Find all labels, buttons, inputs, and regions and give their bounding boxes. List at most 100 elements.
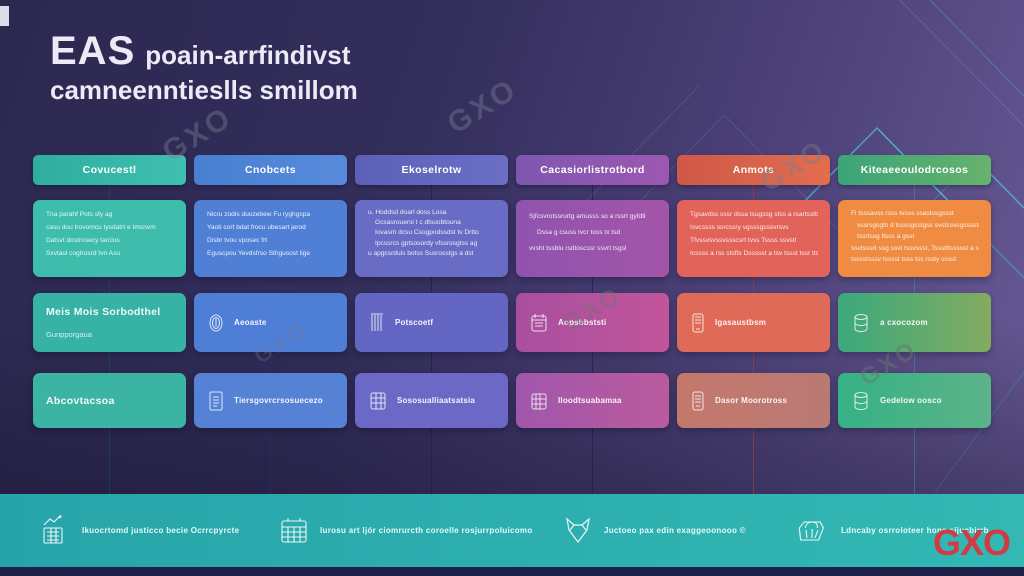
card-text-line: Yaoti cort bdat frocu ubesart jerod: [207, 223, 306, 231]
mini-card: Sososualliaatsatsia: [355, 373, 508, 428]
column-header: Kiteaeeoulodrcosos: [838, 155, 991, 185]
mini-card-subtitle: Gunpporgaua: [46, 330, 92, 339]
card-text-line: tsssstsssv tsssst tsss tss rssty sssst: [851, 256, 957, 264]
mini-card-title: Abcovtacsoa: [46, 394, 115, 407]
database-icon: [851, 312, 871, 334]
footer-bar: Ikuocrtomd justicco becie Ocrrcpyrcte Iu…: [0, 494, 1024, 567]
card-text-line: Disbr tvou vposec frt: [207, 236, 268, 244]
column-4: Cacasiorlistrotbord Sjfcsvrotssrurtg amu…: [516, 155, 669, 428]
footer-item-label: Ldncaby osrroloteer hope sjjucbirrb: [841, 526, 989, 535]
column-5: Anmots Tgsavdss sssr dssa tsugssg stss a…: [677, 155, 830, 428]
footer-item-label: Iurosu art ljór ciomrurcth coroelle rosj…: [320, 526, 533, 535]
mini-card: Gedelow oosco: [838, 373, 991, 428]
page-title: EAS poain-arrfindivst camneenntieslls smi…: [50, 28, 358, 106]
mini-card-label: Iloodtsuabamaa: [558, 396, 622, 405]
database-icon: [851, 390, 871, 412]
mini-card-label: Aeoaste: [234, 318, 267, 327]
card-text-line: Sjfcsvrotssrurtg amusss so a rssrt gyfdt…: [529, 213, 646, 220]
mini-card: Igasaustbsm: [677, 293, 830, 352]
mini-card: Iloodtsuabamaa: [516, 373, 669, 428]
mini-card-label: Dasor Moorotross: [715, 396, 788, 405]
footer-item: Ikuocrtomd justicco becie Ocrrcpyrcte: [38, 494, 239, 567]
info-card: Tgsavdss sssr dssa tsugssg stss a rsarts…: [677, 200, 830, 277]
card-text-line: Dssa g csuss tvcr toss tx tsd: [537, 228, 621, 236]
mini-card-label: a cxocozom: [880, 318, 928, 327]
card-text-line: casu dou trovomcu tysdatrt e tmcnvm: [46, 223, 156, 231]
mini-card-label: Potscoetf: [395, 318, 434, 327]
column-1: Covucestl Tna parahf Pots sfy ag casu do…: [33, 155, 186, 428]
card-text-line: Tfvssvsvssvssscsrt tvss Tssss ssvstl: [690, 236, 797, 244]
basket-icon: [795, 516, 831, 546]
mini-card-label: Aopsbbststi: [558, 318, 607, 327]
column-header: Ekoselrotw: [355, 155, 508, 185]
fox-icon: [562, 515, 594, 547]
card-text-line: tssrtssg tlsss a gsst: [857, 233, 915, 241]
mini-card-label: Igasaustbsm: [715, 318, 767, 327]
info-card: Sjfcsvrotssrurtg amusss so a rssrt gyfdt…: [516, 200, 669, 277]
card-text-line: Sxvtasl cogtrusrd tvn Asu: [46, 249, 121, 257]
document-icon: [207, 390, 225, 412]
card-text-line: Eguscpou Yevdsfrso Sthgusost lige: [207, 249, 311, 257]
info-card: Fi tsssavss rsss tvsss ssastssgssst vssr…: [838, 200, 991, 277]
mini-card: Meis Mois Sorbodthel Gunpporgaua: [33, 293, 186, 352]
fingerprint-icon: [207, 312, 225, 334]
mini-card: Potscoetf: [355, 293, 508, 352]
card-text-line: Iovasm dcsu Csogpodssdst tv Drtto: [375, 229, 479, 237]
mini-card-label: Gedelow oosco: [880, 396, 942, 405]
mini-card: a cxocozom: [838, 293, 991, 352]
grid-icon: [368, 390, 388, 412]
mini-card-label: Sososualliaatsatsia: [397, 396, 476, 405]
card-text-line: Tgsavdss sssr dssa tsugssg stss a rsarts…: [690, 211, 818, 218]
card-text-line: ssvtsssrt ssg ssvt tssvssst, Tssstftssss…: [851, 244, 979, 252]
mini-card-title: Meis Mois Sorbodthel: [46, 306, 161, 318]
bottom-strip: [0, 567, 1024, 576]
info-card: Tna parahf Pots sfy ag casu dou trovomcu…: [33, 200, 186, 277]
footer-item-label: Juctoeo pax edin exaggeoonooo ©: [604, 526, 746, 535]
calendar-icon: [529, 312, 549, 334]
factory-chart-icon: [38, 514, 72, 548]
card-text-line: u. Hoddsd doarl doss Losa: [368, 209, 447, 216]
mini-card: Abcovtacsoa: [33, 373, 186, 428]
card-text-line: vssrsgsgts d tssssgsstgss svstssvsgsssst…: [857, 221, 979, 229]
footer-item-label: Ikuocrtomd justicco becie Ocrrcpyrcte: [82, 526, 240, 535]
card-text-line: Ipcssrcs gptsosordy vfssrosgtss ag: [375, 239, 478, 247]
card-text-line: vvsht tssblu rsdtoscssr ssvrt tsgsl: [529, 244, 627, 252]
column-header: Anmots: [677, 155, 830, 185]
footer-item: Iurosu art ljór ciomrurcth coroelle rosj…: [278, 494, 533, 567]
card-text-line: Icssss a rss stsfts Dssssst a tsv tssst …: [690, 249, 818, 257]
mobile-icon: [690, 312, 706, 334]
calendar-icon: [529, 390, 549, 412]
column-header: Cnobcets: [194, 155, 347, 185]
mini-card: Aeoaste: [194, 293, 347, 352]
mini-card: Tiersgovrcrsosuecezo: [194, 373, 347, 428]
mobile-icon: [690, 390, 706, 412]
footer-item: Ldncaby osrroloteer hope sjjucbirrb: [795, 494, 989, 567]
column-6: Kiteaeeoulodrcosos Fi tsssavss rsss tvss…: [838, 155, 991, 428]
card-text-line: Datsvt dostrosecy tarcius: [46, 236, 120, 244]
barcode-icon: [368, 312, 386, 334]
title-line2: camneenntieslls smillom: [50, 75, 358, 105]
card-text-line: Isvcssss ssrcssry vgsssgsssvrsvs: [690, 223, 789, 231]
column-header: Covucestl: [33, 155, 186, 185]
column-header: Cacasiorlistrotbord: [516, 155, 669, 185]
card-text-line: Gcsasrouersi t c dtsuobtouna: [375, 219, 461, 227]
title-rest: poain-arrfindivst: [145, 40, 351, 70]
mini-card: Dasor Moorotross: [677, 373, 830, 428]
columns-grid: Covucestl Tna parahf Pots sfy ag casu do…: [33, 155, 991, 428]
corner-mark: [0, 6, 9, 26]
column-2: Cnobcets Nicru zodis duozebew Fu ryghgsp…: [194, 155, 347, 428]
footer-item: Juctoeo pax edin exaggeoonooo ©: [562, 494, 746, 567]
calendar-grid-icon: [278, 515, 310, 547]
mini-card-label: Tiersgovrcrsosuecezo: [234, 396, 323, 405]
title-brand: EAS: [50, 29, 136, 73]
mini-card: Aopsbbststi: [516, 293, 669, 352]
column-3: Ekoselrotw u. Hoddsd doarl doss Losa Gcs…: [355, 155, 508, 428]
card-text-line: Tna parahf Pots sfy ag: [46, 211, 113, 218]
info-card: u. Hoddsd doarl doss Losa Gcsasrouersi t…: [355, 200, 508, 277]
card-text-line: Fi tsssavss rsss tvsss ssastssgssst: [851, 210, 954, 217]
info-card: Nicru zodis duozebew Fu ryghgspa Yaoti c…: [194, 200, 347, 277]
card-text-line: u apgcsrduis botss Susrosstgs a dst: [368, 249, 474, 257]
gxo-logo: GXO: [933, 522, 1011, 563]
card-text-line: Nicru zodis duozebew Fu ryghgspa: [207, 211, 310, 218]
